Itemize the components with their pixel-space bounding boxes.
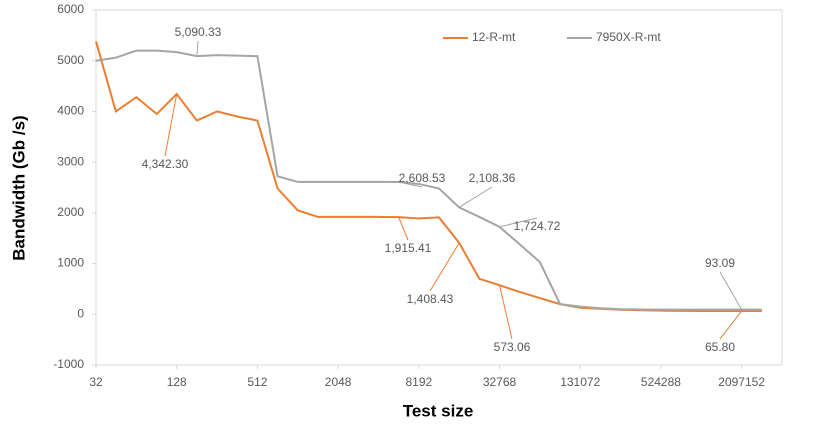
data-label: 1,915.41 xyxy=(385,241,432,255)
data-label: 93.09 xyxy=(705,256,735,270)
x-tick-label: 512 xyxy=(247,375,267,389)
leader-line xyxy=(499,217,538,228)
x-tick-label: 131072 xyxy=(560,375,600,389)
y-tick-label: 1000 xyxy=(57,256,84,270)
legend-label: 7950X-R-mt xyxy=(596,30,661,44)
y-tick-label: 3000 xyxy=(57,154,84,168)
data-label: 573.06 xyxy=(494,340,531,354)
y-tick-label: 0 xyxy=(77,306,84,320)
x-tick-label: 32 xyxy=(89,375,103,389)
leader-line xyxy=(398,216,409,241)
leader-line xyxy=(429,242,460,292)
plot-area xyxy=(95,9,783,366)
data-label: 5,090.33 xyxy=(175,25,222,39)
y-tick-label: 4000 xyxy=(57,104,84,118)
x-tick-label: 524288 xyxy=(641,375,681,389)
y-tick-label: 2000 xyxy=(57,205,84,219)
data-label: 4,342.30 xyxy=(142,157,189,171)
x-tick-label: 128 xyxy=(167,375,187,389)
legend-label: 12-R-mt xyxy=(472,30,516,44)
data-label: 1,724.72 xyxy=(514,219,561,233)
y-tick-label: -1000 xyxy=(53,357,84,371)
y-axis-title: Bandwidth (Gb /s) xyxy=(9,115,28,260)
leader-line xyxy=(398,181,423,188)
y-tick-label: 5000 xyxy=(57,53,84,67)
leader-line xyxy=(164,93,178,157)
data-label: 1,408.43 xyxy=(407,292,454,306)
leader-line xyxy=(719,310,743,340)
x-tick-label: 2048 xyxy=(325,375,352,389)
y-tick-label: 6000 xyxy=(57,2,84,16)
x-tick-label: 32768 xyxy=(483,375,517,389)
data-label: 2,108.36 xyxy=(469,171,516,185)
data-label: 2,608.53 xyxy=(399,171,446,185)
x-tick-label: 8192 xyxy=(405,375,432,389)
series-line xyxy=(95,49,762,311)
x-tick-label: 2097152 xyxy=(718,375,765,389)
leader-line xyxy=(458,186,493,208)
x-axis-title: Test size xyxy=(403,401,474,420)
leader-line xyxy=(719,271,743,310)
data-label: 65.80 xyxy=(705,340,735,354)
leader-line xyxy=(499,285,513,340)
leader-line xyxy=(196,40,199,57)
